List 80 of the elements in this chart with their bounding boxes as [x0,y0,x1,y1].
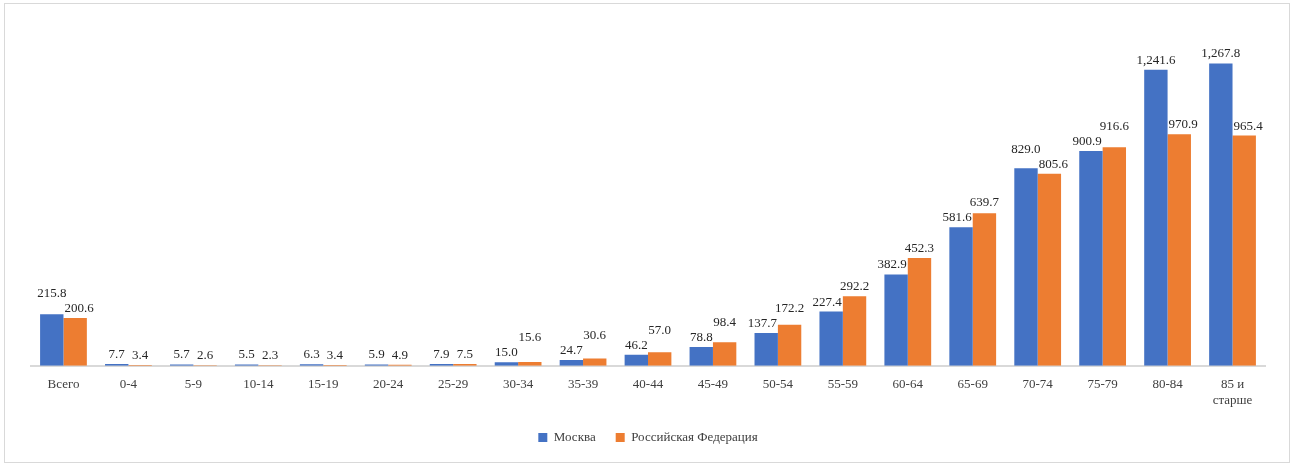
data-label: 452.3 [904,239,935,255]
x-tick-label: 65-69 [957,376,988,392]
x-tick-label: 75-79 [1087,376,1118,392]
data-label: 46.2 [624,336,648,352]
data-label: 2.6 [196,347,214,363]
data-label: 970.9 [1168,116,1198,132]
bar [648,352,672,366]
bar [819,311,843,366]
bar [63,317,87,366]
x-tick-label: 50-54 [762,376,794,392]
data-label: 900.9 [1072,132,1102,148]
x-tick-label: 80-84 [1152,376,1184,392]
data-label: 1,241.6 [1136,51,1176,67]
data-label: 98.4 [713,313,737,329]
data-label: 829.0 [1011,140,1041,156]
legend-label: Российская Федерация [631,428,758,444]
bar [754,332,778,366]
data-label: 7.5 [456,345,473,361]
x-tick-label: 45-49 [697,376,729,392]
data-label: 215.8 [37,284,67,300]
x-tick-label: 60-64 [892,376,924,392]
x-tick-label: 10-14 [243,376,274,392]
bar [1014,168,1038,366]
data-label: 30.6 [583,326,607,342]
data-label: 137.7 [747,314,778,330]
x-tick-label: 30-34 [502,376,534,392]
x-tick-label: 55-59 [827,376,859,392]
data-label: 5.5 [238,346,255,362]
bar [1167,134,1191,366]
bar [1102,147,1127,366]
bar [1209,63,1233,366]
data-label: 2.3 [261,347,279,363]
data-label: 292.2 [839,278,870,294]
x-tick-label: 85 и старше [1212,376,1253,407]
data-label: 200.6 [64,299,95,315]
data-label: 382.9 [877,256,907,272]
data-label: 5.9 [368,346,385,362]
data-label: 3.4 [326,346,344,362]
data-label: 15.0 [495,344,518,360]
data-label: 5.7 [173,346,191,362]
bar [689,347,713,366]
x-tick-label: 70-74 [1022,376,1054,392]
data-label: 581.6 [942,209,973,225]
bar [907,257,932,366]
x-tick-label: Всего [47,376,80,392]
data-label: 4.9 [391,346,409,362]
data-label: 78.8 [689,328,713,344]
x-tick-label: 5-9 [184,376,203,392]
x-tick-label: 35-39 [567,376,599,392]
x-tick-label: 20-24 [373,376,404,392]
bar [1079,151,1103,366]
data-label: 7.7 [108,345,126,361]
x-tick-label: 15-19 [308,376,339,392]
data-label: 57.0 [648,321,672,337]
data-label: 916.6 [1099,117,1130,133]
bar [777,324,802,366]
data-label: 805.6 [1038,155,1069,171]
x-tick-label: 0-4 [119,376,138,392]
data-label: 6.3 [303,346,320,362]
data-label: 227.4 [812,293,843,309]
bar [712,342,737,366]
bar [1144,69,1168,366]
x-tick-label: 25-29 [437,376,469,392]
data-label: 639.7 [969,194,1000,210]
data-label: 172.2 [774,299,805,315]
bar [949,227,973,366]
data-label: 1,267.8 [1201,45,1241,61]
bar [972,213,997,366]
legend-label: Москва [553,428,596,444]
x-tick-label: 40-44 [632,376,664,392]
bar [40,314,64,366]
bar [842,296,867,366]
data-label: 15.6 [518,329,542,345]
data-label: 3.4 [131,346,149,362]
data-label: 7.9 [433,345,450,361]
bar [1232,135,1256,366]
bar [1037,173,1062,366]
data-label: 24.7 [559,341,584,357]
bar [884,274,908,366]
data-label: 965.4 [1233,117,1264,133]
